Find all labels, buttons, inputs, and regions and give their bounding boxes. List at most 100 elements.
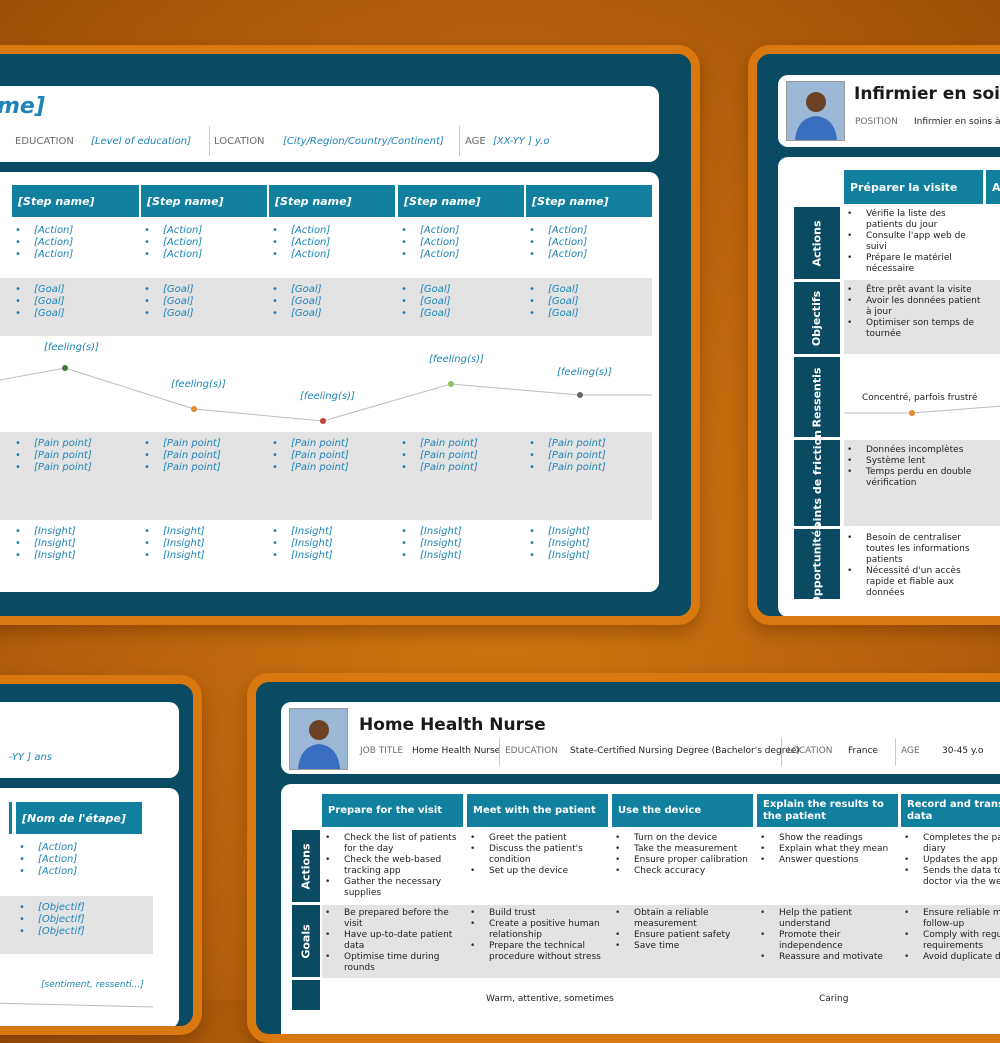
list-item: [Insight]	[398, 538, 523, 550]
divider	[781, 738, 782, 766]
feeling-label: [feeling(s)]	[44, 342, 99, 353]
list-item: [Insight]	[269, 526, 394, 538]
list-item: [Action]	[398, 237, 523, 249]
list-item: [Action]	[16, 842, 141, 854]
feeling-label: Caring	[819, 994, 849, 1004]
list-item: [Action]	[269, 249, 394, 261]
feelings-curve	[0, 1002, 153, 1008]
actions-cell: Turn on the deviceTake the measurementEn…	[612, 833, 752, 877]
row-label-ressentis: Ressentis	[794, 357, 840, 437]
list-item: Have up-to-date patient data	[322, 930, 462, 952]
goals-cell: [Goal][Goal][Goal]	[141, 284, 266, 320]
list-item: Avoid duplicate d	[901, 952, 1000, 963]
list-item: Answer questions	[757, 855, 897, 866]
persona-avatar	[289, 708, 348, 770]
list-item: [Insight]	[141, 538, 266, 550]
list-item: [Goal]	[141, 296, 266, 308]
list-item: [Action]	[12, 249, 137, 261]
feeling-point	[448, 381, 454, 387]
list-item: Take the measurement	[612, 844, 752, 855]
goals-cell: Be prepared before the visitHave up-to-d…	[322, 908, 462, 974]
goals-cell: Build trustCreate a positive human relat…	[467, 908, 607, 963]
position-value: Infirmier en soins à d	[914, 117, 1000, 127]
step-header	[9, 802, 12, 834]
list-item: [Pain point]	[526, 450, 651, 462]
feeling-label: [feeling(s)]	[300, 391, 355, 402]
list-item: Save time	[612, 941, 752, 952]
feeling-label: [feeling(s)]	[557, 367, 612, 378]
insights-cell: [Insight][Insight][Insight]	[526, 526, 651, 562]
french-journey-map-frame: Infirmier en soins POSITION Infirmier en…	[748, 45, 1000, 625]
list-item: [Insight]	[269, 550, 394, 562]
pain-points-cell: [Pain point][Pain point][Pain point]	[398, 438, 523, 474]
list-item: Prepare the technical procedure without …	[467, 941, 607, 963]
step-header: Meet with the patient	[467, 794, 608, 827]
list-item: [Pain point]	[141, 450, 266, 462]
list-item: Help the patient understand	[757, 908, 897, 930]
goals-cell: [Goal][Goal][Goal]	[526, 284, 651, 320]
persona-header-card: Home Health Nurse JOB TITLE Home Health …	[281, 702, 1000, 774]
actions-cell: [Action][Action][Action]	[398, 225, 523, 261]
step-header: [Nom de l'étape]	[16, 802, 142, 834]
list-item: [Pain point]	[12, 438, 137, 450]
step-header: [Step name]	[12, 185, 139, 217]
list-item: Temps perdu en double vérification	[844, 467, 984, 489]
list-item: [Goal]	[269, 284, 394, 296]
pain-points-cell: [Pain point][Pain point][Pain point]	[269, 438, 394, 474]
feeling-point	[577, 392, 583, 398]
list-item: [Pain point]	[141, 438, 266, 450]
list-item: [Action]	[16, 854, 141, 866]
list-item: Obtain a reliable measurement	[612, 908, 752, 930]
list-item: [Action]	[398, 225, 523, 237]
list-item: [Goal]	[12, 296, 137, 308]
list-item: [Action]	[398, 249, 523, 261]
list-item: [Objectif]	[16, 926, 141, 938]
list-item: [Pain point]	[269, 462, 394, 474]
list-item: [Goal]	[526, 308, 651, 320]
insights-cell: [Insight][Insight][Insight]	[269, 526, 394, 562]
list-item: [Pain point]	[12, 462, 137, 474]
list-item: [Insight]	[398, 550, 523, 562]
row-label-opportunites: Opportunités	[794, 523, 840, 605]
list-item: [Goal]	[269, 308, 394, 320]
goals-cell: [Goal][Goal][Goal]	[12, 284, 137, 320]
list-item: [Goal]	[12, 308, 137, 320]
list-item: Greet the patient	[467, 833, 607, 844]
actions-cell: Check the list of patients for the dayCh…	[322, 833, 462, 899]
list-item: Discuss the patient's condition	[467, 844, 607, 866]
actions-cell: [Action][Action][Action]	[12, 225, 137, 261]
actions-cell: Show the readingsExplain what they meanA…	[757, 833, 897, 866]
education-value: [Level of education]	[91, 136, 191, 147]
list-item: [Insight]	[269, 538, 394, 550]
step-header: [Step name]	[526, 185, 652, 217]
pain-points-cell: [Pain point][Pain point][Pain point]	[12, 438, 137, 474]
list-item: Turn on the device	[612, 833, 752, 844]
list-item: Check the web-based tracking app	[322, 855, 462, 877]
journey-map-card: [Nom de l'étape] [Action][Action][Action…	[0, 788, 179, 1026]
row-label-goals: Goals	[292, 905, 320, 977]
list-item: Ensure proper calibration	[612, 855, 752, 866]
fr-template-journey-map-frame: -YY ] ans [Nom de l'étape] [Action][Acti…	[0, 675, 202, 1035]
list-item: [Pain point]	[398, 462, 523, 474]
list-item: Comply with regu requirements	[901, 930, 1000, 952]
divider	[499, 738, 500, 766]
actions-cell: [Action][Action][Action]	[526, 225, 651, 261]
education-label: EDUCATION	[15, 136, 74, 147]
goals-cell: Ensure reliable m follow-upComply with r…	[901, 908, 1000, 963]
age-value: -YY ] ans	[9, 752, 53, 763]
list-item: Nécessité d'un accès rapide et fiable au…	[844, 566, 984, 599]
list-item: [Pain point]	[269, 438, 394, 450]
divider	[459, 126, 460, 156]
list-item: Build trust	[467, 908, 607, 919]
persona-avatar	[786, 81, 845, 141]
list-item: Set up the device	[467, 866, 607, 877]
goals-cell: [Objectif][Objectif][Objectif]	[16, 902, 141, 938]
actions-cell: [Action][Action][Action]	[16, 842, 141, 878]
list-item: Optimise time during rounds	[322, 952, 462, 974]
job-title-label: JOB TITLE	[360, 746, 404, 756]
list-item: [Action]	[269, 237, 394, 249]
list-item: Show the readings	[757, 833, 897, 844]
list-item: Explain what they mean	[757, 844, 897, 855]
list-item: Create a positive human relationship	[467, 919, 607, 941]
actions-cell: [Action][Action][Action]	[141, 225, 266, 261]
